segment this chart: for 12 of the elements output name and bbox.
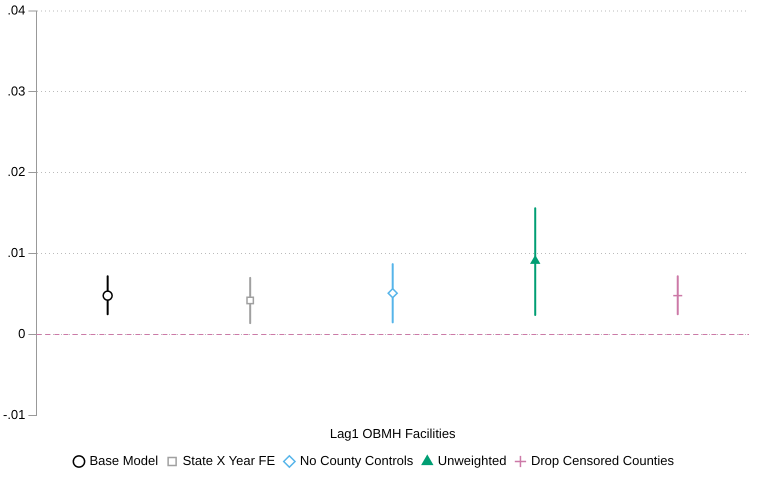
y-tick-label: .04	[7, 2, 26, 18]
legend-label: Unweighted	[438, 453, 506, 468]
y-tick-label: .01	[7, 245, 26, 260]
x-tick-label: Lag1 OBMH Facilities	[330, 426, 456, 441]
y-tick-label: .02	[7, 164, 26, 180]
y-tick-label: -.01	[2, 406, 26, 422]
y-tick-label: 0	[18, 326, 26, 342]
legend-label: Base Model	[89, 453, 158, 468]
y-tick-label: .03	[7, 83, 26, 98]
legend-label: State X Year FE	[182, 453, 276, 468]
legend-label: Drop Censored Counties	[530, 453, 675, 468]
legend-label: No County Controls	[300, 453, 414, 468]
